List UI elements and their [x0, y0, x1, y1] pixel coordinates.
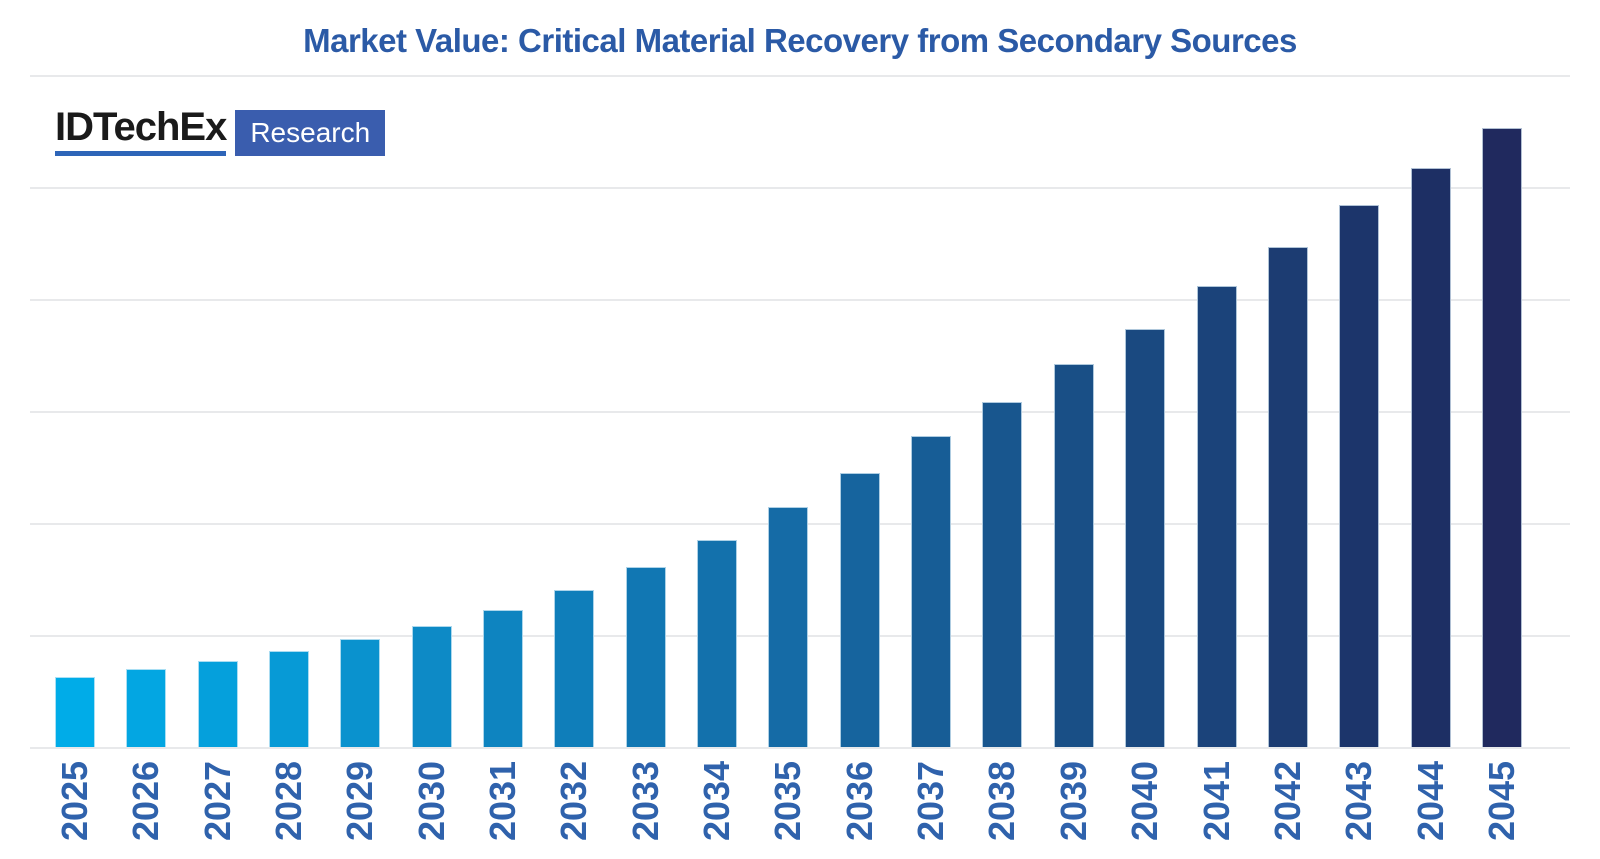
- chart-title: Market Value: Critical Material Recovery…: [303, 22, 1297, 59]
- x-axis-labels: 2025 2026 2027 2028 2029 2030 2031 2032 2033 2034…: [54, 753, 1522, 849]
- x-tick-label: 2043: [1338, 760, 1380, 842]
- gridline: [30, 411, 1570, 413]
- x-tick-2026: 2026: [125, 753, 167, 849]
- bar-2042: [1267, 247, 1308, 747]
- bar-2033: [625, 567, 666, 747]
- x-tick-label: 2033: [624, 760, 666, 842]
- bar-2038: [982, 402, 1023, 747]
- x-tick-label: 2034: [696, 760, 738, 842]
- x-tick-2042: 2042: [1266, 753, 1308, 849]
- x-tick-2044: 2044: [1409, 753, 1451, 849]
- x-tick-label: 2036: [838, 760, 880, 842]
- gridline: [30, 747, 1570, 749]
- x-tick-2032: 2032: [553, 753, 595, 849]
- x-tick-label: 2041: [1195, 760, 1237, 842]
- x-tick-2029: 2029: [339, 753, 381, 849]
- bar-2040: [1125, 329, 1166, 747]
- x-tick-label: 2031: [482, 760, 524, 842]
- bar-2030: [411, 626, 452, 747]
- x-tick-2027: 2027: [196, 753, 238, 849]
- x-tick-label: 2025: [54, 760, 95, 842]
- x-tick-label: 2028: [268, 760, 310, 842]
- bar-2036: [839, 473, 880, 747]
- logo-brand-wrap: IDTechEx: [55, 105, 227, 156]
- bar-2037: [911, 436, 952, 747]
- bar-2034: [697, 540, 738, 747]
- bar-2025: [55, 677, 95, 747]
- bar-2026: [126, 669, 167, 747]
- logo-research-box: Research: [235, 110, 386, 156]
- x-tick-2040: 2040: [1124, 753, 1166, 849]
- x-tick-label: 2027: [196, 760, 238, 842]
- x-tick-label: 2032: [553, 760, 595, 842]
- x-tick-label: 2042: [1266, 760, 1308, 842]
- x-tick-2025: 2025: [54, 753, 95, 849]
- x-tick-label: 2039: [1052, 760, 1094, 842]
- x-tick-2034: 2034: [696, 753, 738, 849]
- logo-suffix-text: Research: [250, 117, 371, 148]
- x-tick-label: 2037: [910, 760, 952, 842]
- x-tick-2045: 2045: [1480, 753, 1522, 849]
- x-tick-2028: 2028: [268, 753, 310, 849]
- gridline: [30, 187, 1570, 189]
- x-tick-label: 2038: [981, 760, 1023, 842]
- bar-2045: [1481, 128, 1522, 747]
- gridline: [30, 75, 1570, 77]
- x-tick-label: 2045: [1480, 760, 1522, 842]
- x-tick-2036: 2036: [838, 753, 880, 849]
- x-tick-2030: 2030: [410, 753, 452, 849]
- bar-2043: [1339, 205, 1380, 747]
- x-tick-label: 2026: [125, 760, 167, 842]
- logo-brand-text: IDTechEx: [55, 105, 227, 149]
- x-tick-label: 2029: [339, 760, 381, 842]
- bar-2031: [483, 610, 524, 747]
- bar-2041: [1196, 286, 1237, 747]
- bar-2032: [554, 590, 595, 747]
- x-tick-2038: 2038: [981, 753, 1023, 849]
- x-tick-2041: 2041: [1195, 753, 1237, 849]
- x-tick-label: 2040: [1124, 760, 1166, 842]
- x-tick-2043: 2043: [1338, 753, 1380, 849]
- bar-2028: [269, 651, 310, 747]
- bar-2035: [768, 507, 809, 747]
- x-tick-2031: 2031: [482, 753, 524, 849]
- x-tick-label: 2044: [1409, 760, 1451, 842]
- x-tick-label: 2035: [767, 760, 809, 842]
- bar-2027: [197, 661, 238, 747]
- x-tick-label: 2030: [410, 760, 452, 842]
- logo-underline: [55, 151, 227, 156]
- x-tick-2037: 2037: [910, 753, 952, 849]
- x-tick-2033: 2033: [624, 753, 666, 849]
- x-tick-2039: 2039: [1052, 753, 1094, 849]
- bar-2039: [1053, 364, 1094, 747]
- x-tick-2035: 2035: [767, 753, 809, 849]
- bars-row: [55, 75, 1522, 747]
- bar-2029: [340, 639, 381, 747]
- bar-2044: [1410, 168, 1451, 747]
- gridline: [30, 299, 1570, 301]
- idtechex-logo: IDTechEx Research: [55, 105, 386, 156]
